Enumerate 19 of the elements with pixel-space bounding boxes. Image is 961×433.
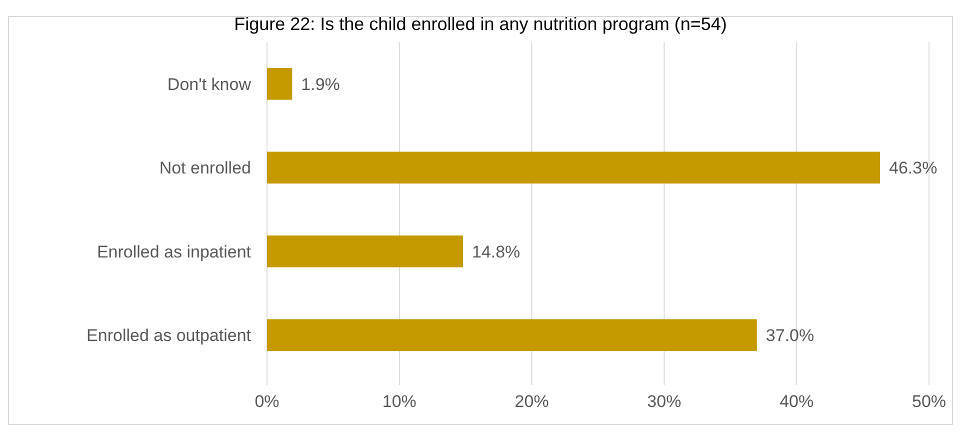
- data-label: 37.0%: [766, 326, 814, 346]
- bar: [267, 319, 757, 352]
- y-tick-label: Enrolled as inpatient: [96, 242, 252, 262]
- x-tick-label: 0%: [254, 392, 280, 411]
- x-tick-label: 20%: [514, 392, 549, 411]
- data-label: 46.3%: [889, 158, 938, 178]
- data-label: 1.9%: [301, 74, 340, 94]
- bar: [267, 235, 463, 268]
- chart-title: Figure 22: Is the child enrolled in any nutrition program (n=54): [234, 14, 727, 34]
- x-tick-label: 30%: [647, 392, 682, 411]
- y-tick-label: Enrolled as outpatient: [86, 326, 252, 346]
- bar: [267, 68, 292, 100]
- x-tick-label: 40%: [780, 392, 814, 411]
- x-tick-label: 10%: [382, 392, 416, 411]
- bar: [267, 152, 880, 184]
- x-tick-label: 50%: [912, 392, 946, 411]
- y-tick-label: Don't know: [167, 74, 252, 94]
- data-label: 14.8%: [472, 242, 520, 262]
- y-tick-label: Not enrolled: [159, 158, 251, 178]
